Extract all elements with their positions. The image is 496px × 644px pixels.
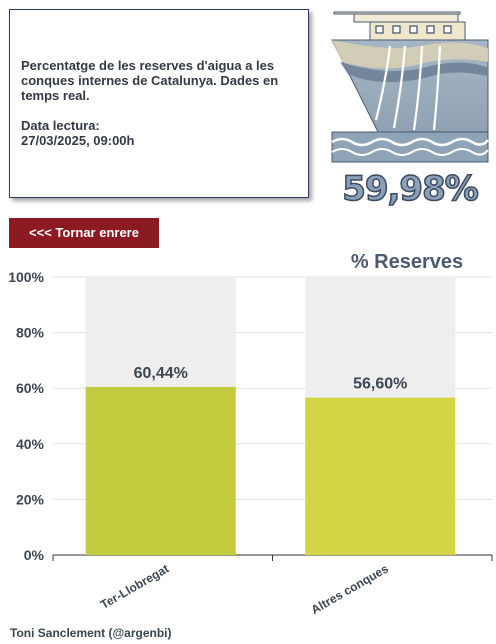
chart-title: % Reserves	[351, 251, 463, 273]
y-tick-label: 40%	[16, 436, 45, 452]
total-reserve-percent: 59,98%	[341, 168, 479, 210]
bar	[305, 397, 456, 555]
x-tick-label: Altres conques	[309, 561, 391, 617]
reserves-chart: 0% 20% 40% 60% 80% 100% 60,44% Ter-Llobregat 56,…	[8, 251, 493, 617]
dam-illustration	[331, 11, 489, 163]
x-tick-label: Ter-Llobregat	[98, 561, 171, 611]
data-label: 56,60%	[353, 376, 407, 393]
bar	[85, 386, 236, 555]
author-credit: Toni Sanclement (@argenbi)	[10, 626, 172, 640]
back-button[interactable]: <<< Tornar enrere	[9, 218, 159, 248]
y-tick-label: 60%	[16, 380, 45, 396]
y-tick-label: 100%	[8, 269, 44, 285]
data-label: 60,44%	[134, 365, 188, 382]
date-label: Data lectura:	[21, 118, 100, 133]
description-text: Percentatge de les reserves d'aigua a le…	[21, 58, 279, 103]
y-tick-label: 20%	[16, 491, 45, 507]
y-tick-label: 0%	[24, 547, 45, 563]
info-box: Percentatge de les reserves d'aigua a le…	[9, 9, 309, 198]
y-tick-label: 80%	[16, 325, 45, 341]
date-value: 27/03/2025, 09:00h	[21, 133, 135, 148]
